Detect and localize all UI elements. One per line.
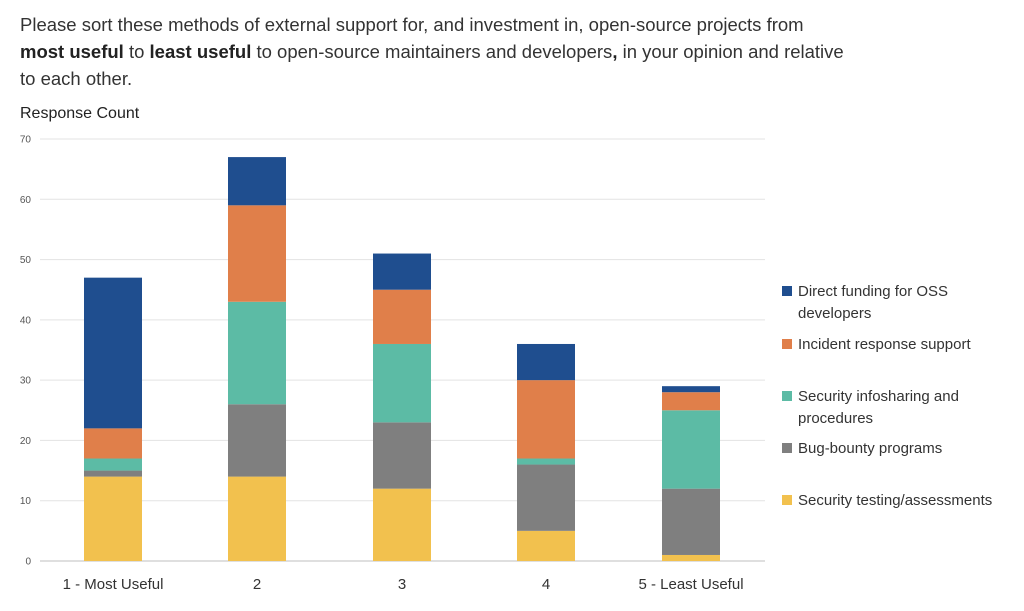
question-part: Please sort these methods of external su…	[20, 14, 804, 35]
bar-segment[interactable]	[662, 488, 720, 555]
question-part: to open-source maintainers and developer…	[251, 41, 613, 62]
bar-segment[interactable]	[517, 464, 575, 531]
x-tick-label: 5 - Least Useful	[638, 576, 743, 593]
y-tick-label: 30	[20, 376, 32, 387]
y-tick-label: 60	[20, 195, 32, 206]
bar-segment[interactable]	[84, 428, 142, 459]
x-tick-label: 2	[253, 576, 261, 593]
bar-segment[interactable]	[373, 253, 431, 290]
legend-label: procedures	[798, 410, 873, 427]
bar-segment[interactable]	[517, 530, 575, 561]
y-tick-label: 50	[20, 255, 32, 266]
legend-label: Security infosharing and	[798, 388, 959, 405]
x-tick-label: 1 - Most Useful	[63, 576, 164, 593]
bar-segment[interactable]	[373, 422, 431, 489]
y-tick-label: 0	[25, 557, 31, 568]
bar-segment[interactable]	[373, 343, 431, 423]
legend-swatch	[782, 339, 792, 349]
bar-segment[interactable]	[228, 404, 286, 477]
question-emphasis-comma: ,	[612, 41, 618, 62]
legend-label: Incident response support	[798, 336, 971, 353]
bar-segment[interactable]	[517, 343, 575, 381]
question-emphasis-least-useful: least useful	[149, 41, 252, 62]
x-tick-label: 4	[542, 576, 550, 593]
bar-segment[interactable]	[228, 301, 286, 405]
legend-label: Security testing/assessments	[798, 492, 992, 509]
y-tick-label: 10	[20, 496, 32, 507]
legend-swatch	[782, 443, 792, 453]
question-text: Please sort these methods of external su…	[20, 11, 850, 92]
y-tick-label: 40	[20, 315, 32, 326]
bar-segment[interactable]	[84, 277, 142, 429]
bar-segment[interactable]	[662, 386, 720, 393]
bar-segment[interactable]	[662, 554, 720, 561]
bar-segment[interactable]	[373, 289, 431, 344]
x-tick-label: 3	[398, 576, 406, 593]
bar-segment[interactable]	[84, 458, 142, 471]
bar-segment[interactable]	[84, 476, 142, 561]
bar-segment[interactable]	[84, 470, 142, 477]
legend-label: Bug-bounty programs	[798, 440, 942, 457]
legend-swatch	[782, 495, 792, 505]
question-part: to	[123, 41, 150, 62]
y-tick-label: 70	[20, 135, 32, 146]
y-axis-label: Response Count	[20, 105, 140, 122]
bar-segment[interactable]	[228, 157, 286, 206]
bar-segment[interactable]	[517, 380, 575, 459]
bar-segment[interactable]	[228, 476, 286, 561]
legend-swatch	[782, 391, 792, 401]
legend-label: Direct funding for OSS	[798, 283, 948, 300]
legend-swatch	[782, 286, 792, 296]
question-part: in your opinion and relative to each oth…	[20, 41, 844, 89]
bar-segment[interactable]	[517, 458, 575, 465]
bar-segment[interactable]	[662, 410, 720, 489]
legend-label: developers	[798, 305, 871, 322]
bar-segment[interactable]	[373, 488, 431, 561]
y-tick-label: 20	[20, 436, 32, 447]
question-emphasis-most-useful: most useful	[20, 41, 124, 62]
bar-segment[interactable]	[228, 205, 286, 302]
bar-segment[interactable]	[662, 392, 720, 411]
